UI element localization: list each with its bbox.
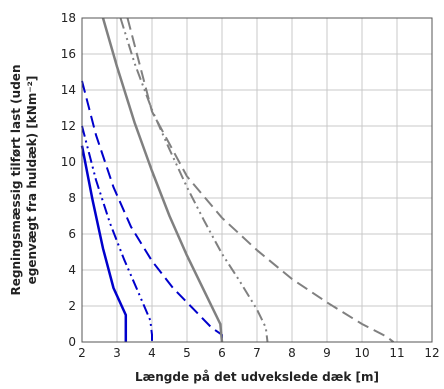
- series-line-5: [119, 17, 269, 343]
- y-tick-label: 18: [61, 11, 76, 25]
- series-line-3: [81, 80, 223, 342]
- y-tick-label: 16: [61, 47, 76, 61]
- y-tick-label: 8: [68, 191, 76, 205]
- x-tick-label: 9: [323, 346, 331, 360]
- grid: [81, 17, 433, 343]
- y-tick-label: 10: [61, 155, 76, 169]
- y-tick-label: 12: [61, 119, 76, 133]
- x-tick-label: 2: [78, 346, 86, 360]
- series-line-4: [101, 17, 224, 343]
- x-tick-label: 4: [148, 346, 156, 360]
- x-axis-title: Længde på det udvekslede dæk [m]: [135, 370, 379, 384]
- x-tick-label: 5: [183, 346, 191, 360]
- series-layer: [80, 17, 395, 343]
- series-line-1: [80, 145, 128, 342]
- y-axis-title-line-2: egenvægt fra huldæk) [kNm⁻²]: [25, 76, 39, 285]
- x-tick-label: 6: [218, 346, 226, 360]
- x-tick-label: 12: [424, 346, 439, 360]
- series-line-6: [126, 17, 395, 343]
- y-tick-label: 2: [68, 299, 76, 313]
- y-axis-title-line-1: Regningsmæssig tilført last (uden: [9, 65, 23, 296]
- series-line-2: [81, 125, 153, 342]
- x-tick-label: 10: [354, 346, 369, 360]
- x-tick-label: 3: [113, 346, 121, 360]
- y-tick-label: 4: [68, 263, 76, 277]
- x-tick-label: 8: [288, 346, 296, 360]
- y-tick-label: 0: [68, 335, 76, 349]
- plot-frame: [81, 17, 433, 343]
- y-tick-label: 6: [68, 227, 76, 241]
- x-tick-label: 7: [253, 346, 261, 360]
- x-tick-label: 11: [389, 346, 404, 360]
- y-tick-label: 14: [61, 83, 76, 97]
